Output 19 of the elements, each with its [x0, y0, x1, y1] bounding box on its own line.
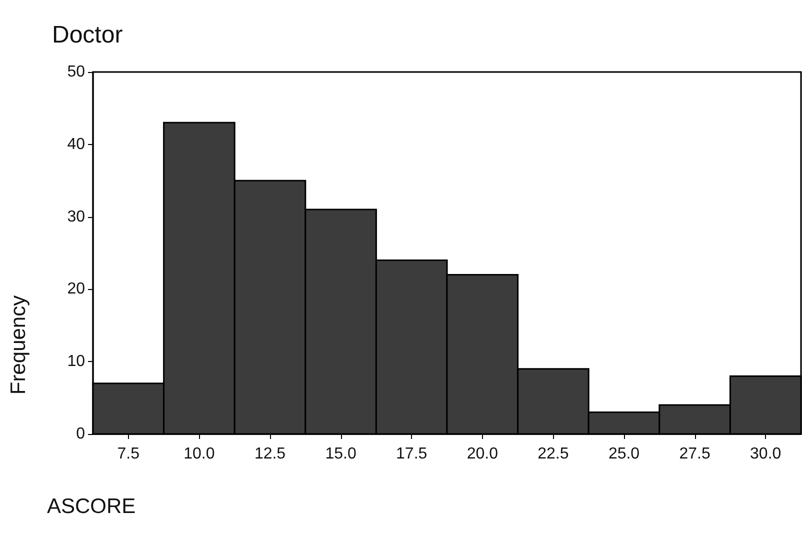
chart-title: Doctor [52, 22, 123, 48]
x-tick-label: 25.0 [608, 446, 640, 462]
x-tick-label: 20.0 [466, 446, 498, 462]
x-tick-label: 30.0 [750, 446, 782, 462]
x-axis-title: ASCORE [47, 495, 136, 518]
y-tick-label: 20 [67, 280, 86, 298]
x-tick-label: 27.5 [679, 446, 710, 462]
y-tick-label: 30 [67, 208, 86, 226]
x-tick-label: 12.5 [254, 446, 286, 462]
x-tick-label: 10.0 [184, 446, 215, 462]
x-tick-label: 7.5 [117, 446, 140, 462]
x-tick-label: 15.0 [325, 446, 356, 462]
y-tick-label: 0 [76, 426, 86, 442]
y-axis-title: Frequency [7, 294, 30, 395]
y-tick-label: 40 [67, 136, 86, 153]
x-tick-label: 22.5 [538, 446, 569, 462]
y-tick-label: 10 [67, 353, 86, 370]
x-tick-label: 17.5 [396, 446, 428, 462]
y-tick-label: 50 [67, 64, 86, 80]
